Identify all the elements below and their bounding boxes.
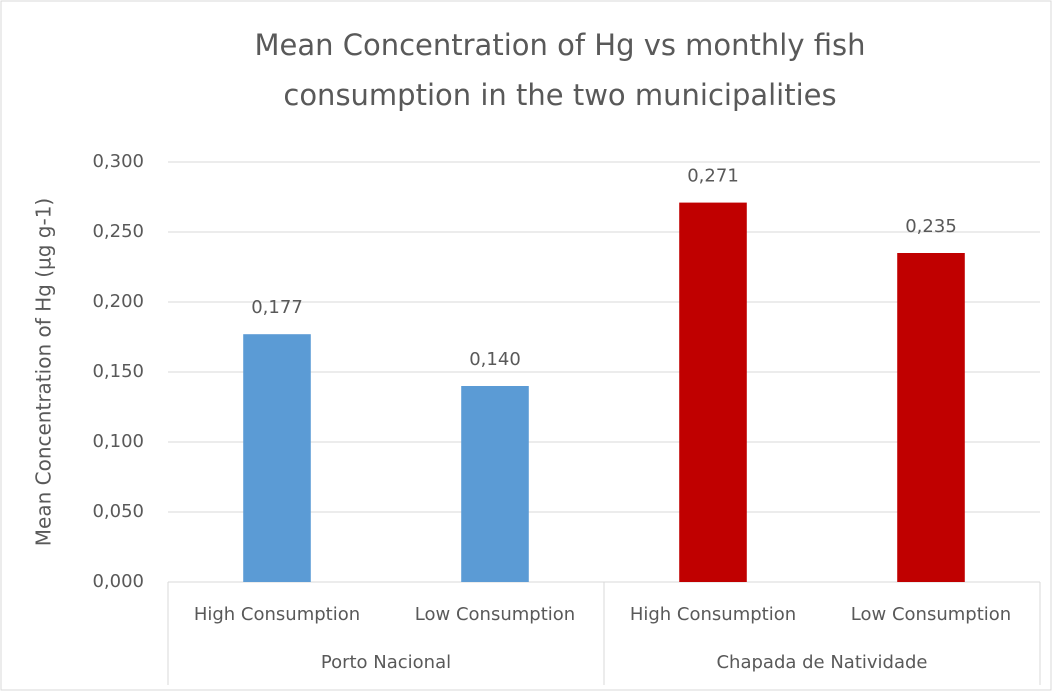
y-tick-label: 0,150: [92, 361, 144, 382]
bar: [461, 386, 529, 582]
y-tick-label: 0,000: [92, 571, 144, 592]
x-tick-label: Low Consumption: [851, 604, 1011, 625]
y-tick-label: 0,050: [92, 501, 144, 522]
x-tick-label: Low Consumption: [415, 604, 575, 625]
chart-title: Mean Concentration of Hg vs monthly fish: [254, 28, 865, 62]
data-label: 0,271: [687, 166, 739, 187]
group-label: Chapada de Natividade: [716, 652, 927, 673]
bar: [243, 334, 311, 582]
data-label: 0,235: [905, 216, 957, 237]
y-tick-label: 0,200: [92, 291, 144, 312]
x-tick-label: High Consumption: [630, 604, 796, 625]
data-label: 0,140: [469, 349, 521, 370]
y-tick-label: 0,250: [92, 221, 144, 242]
y-tick-label: 0,300: [92, 151, 144, 172]
bar: [897, 253, 965, 582]
group-label: Porto Nacional: [321, 652, 451, 673]
data-label: 0,177: [251, 297, 303, 318]
bar: [679, 202, 747, 582]
x-tick-label: High Consumption: [194, 604, 360, 625]
y-axis-title: Mean Concentration of Hg (µg g-1): [32, 198, 56, 546]
chart-title: consumption in the two municipalities: [283, 78, 836, 112]
y-tick-label: 0,100: [92, 431, 144, 452]
